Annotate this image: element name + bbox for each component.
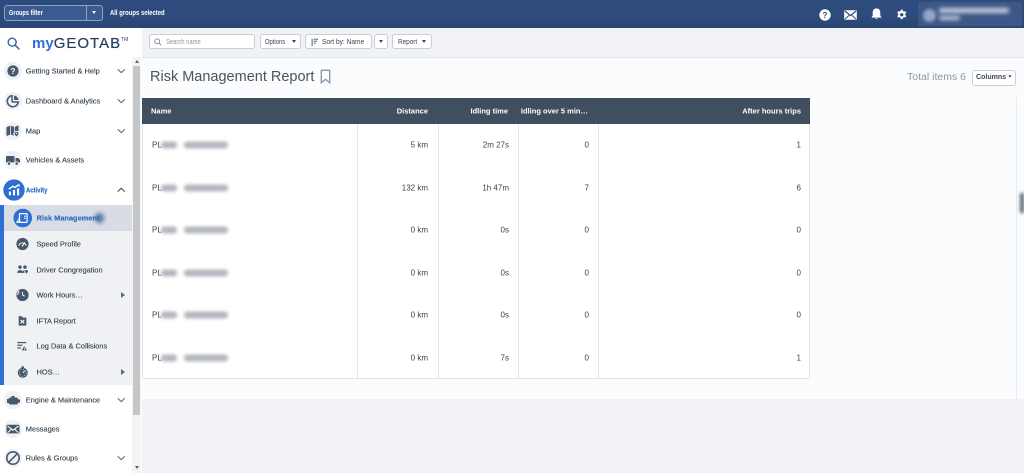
svg-text:?: ? [11,67,16,76]
svg-text:?: ? [823,10,828,19]
